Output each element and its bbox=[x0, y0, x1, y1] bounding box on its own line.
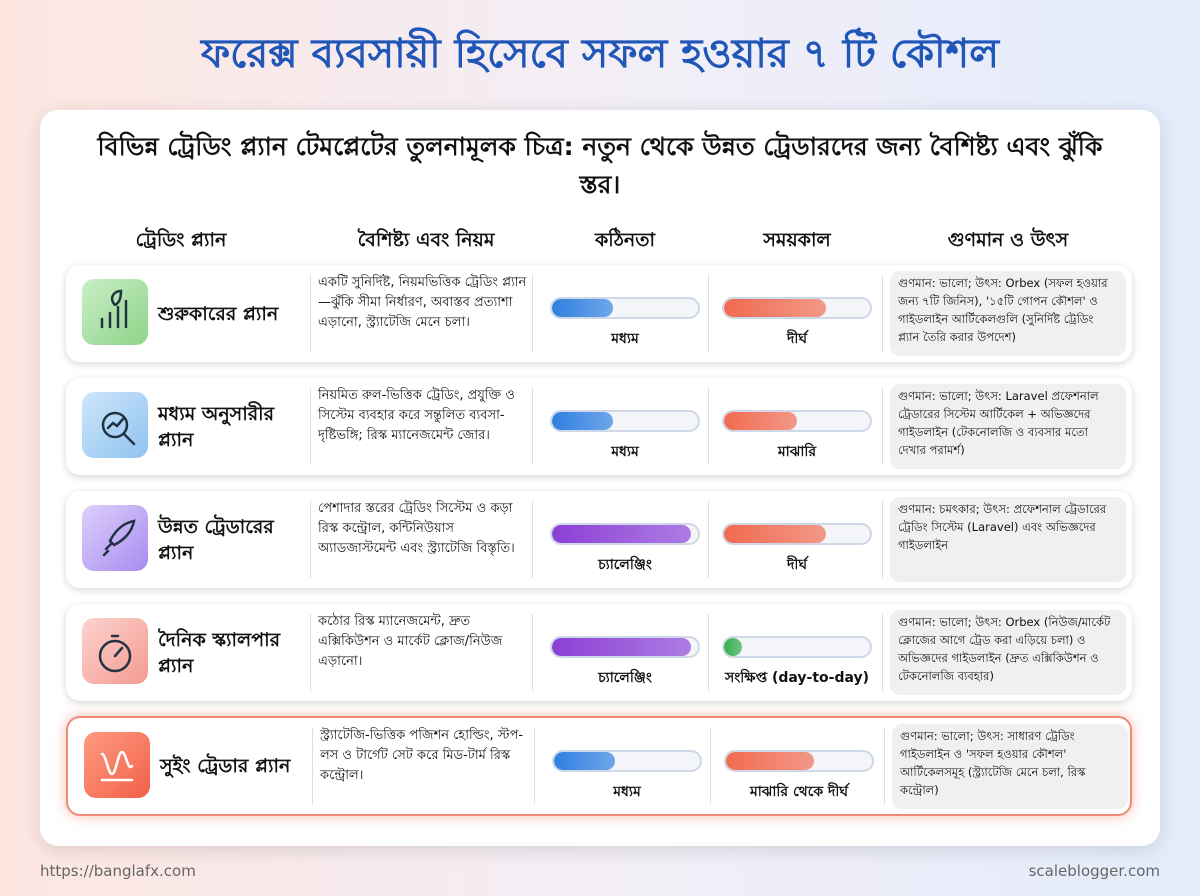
level-fill bbox=[724, 412, 797, 430]
column-header: গুণমান ও উৎস bbox=[947, 229, 1069, 251]
separator bbox=[708, 388, 709, 465]
separator bbox=[708, 275, 709, 352]
level-bar bbox=[722, 297, 872, 319]
features: কঠোর রিস্ক ম্যানেজমেন্ট, দ্রুত এক্সিকিউশ… bbox=[318, 614, 503, 669]
plan-name: দৈনিক স্ক্যালপার প্ল্যান bbox=[158, 628, 281, 677]
table-row: সুইং ট্রেডার প্ল্যান স্ট্র্যাটেজি-ভিত্তিক… bbox=[66, 716, 1132, 816]
column-header: কঠিনতা bbox=[595, 229, 655, 251]
plan-name: মধ্যম অনুসারীর প্ল্যান bbox=[158, 402, 275, 451]
level-bar bbox=[550, 410, 700, 432]
quality-source: গুণমান: ভালো; উৎস: Orbex (নিউজ/মার্কেট ক… bbox=[890, 610, 1126, 695]
separator bbox=[310, 388, 311, 465]
separator bbox=[534, 728, 535, 804]
level-label: মধ্যম bbox=[611, 331, 639, 347]
title: ফরেক্স ব্যবসায়ী হিসেবে সফল হওয়ার ৭ টি … bbox=[200, 31, 1000, 77]
icon-glyph bbox=[102, 519, 136, 557]
footer-right: scaleblogger.com bbox=[1028, 862, 1160, 880]
separator bbox=[884, 728, 885, 804]
separator bbox=[882, 275, 883, 352]
level-bar bbox=[550, 297, 700, 319]
separator bbox=[882, 388, 883, 465]
icon-glyph bbox=[100, 289, 128, 329]
quality-source: গুণমান: ভালো; উৎস: Laravel প্রফেশনাল ট্র… bbox=[890, 384, 1126, 469]
features: পেশাদার স্তরের ট্রেডিং সিস্টেম ও কড়া রি… bbox=[318, 501, 515, 556]
row-icon bbox=[82, 392, 148, 458]
row-icon bbox=[82, 279, 148, 345]
separator bbox=[532, 614, 533, 691]
plan-name: শুরুকারের প্ল্যান bbox=[158, 302, 279, 325]
level-bar bbox=[550, 636, 700, 658]
features: একটি সুনির্দিষ্ট, নিয়মভিত্তিক ট্রেডিং প… bbox=[318, 275, 527, 330]
footer-left: https://banglafx.com bbox=[40, 862, 196, 880]
quality-source: গুণমান: চমৎকার; উৎস: প্রফেশনাল ট্রেডারের… bbox=[890, 497, 1126, 582]
level-fill bbox=[726, 752, 814, 770]
level-fill bbox=[554, 752, 616, 770]
level-fill bbox=[552, 525, 691, 543]
subtitle: বিভিন্ন ট্রেডিং প্ল্যান টেমপ্লেটের তুলনা… bbox=[97, 132, 1103, 199]
separator bbox=[312, 728, 313, 804]
level-fill bbox=[552, 638, 691, 656]
level-label: মধ্যম bbox=[613, 784, 641, 800]
quality-source: গুণমান: ভালো; উৎস: Orbex (সফল হওয়ার জন্… bbox=[890, 271, 1126, 356]
level-fill bbox=[724, 525, 827, 543]
level-label: মধ্যম bbox=[611, 444, 639, 460]
row-icon bbox=[84, 732, 150, 798]
icon-glyph bbox=[98, 634, 132, 673]
table-row: শুরুকারের প্ল্যান একটি সুনির্দিষ্ট, নিয়ম… bbox=[66, 265, 1132, 362]
level-label: মাঝারি bbox=[777, 444, 817, 460]
separator bbox=[710, 728, 711, 804]
separator bbox=[882, 501, 883, 578]
row-icon bbox=[82, 505, 148, 571]
level-fill bbox=[552, 299, 614, 317]
level-fill bbox=[552, 412, 614, 430]
level-bar bbox=[722, 636, 872, 658]
separator bbox=[708, 501, 709, 578]
level-bar bbox=[552, 750, 702, 772]
table-header: ট্রেডিং প্ল্যান বৈশিষ্ট্য এবং নিয়ম কঠিন… bbox=[66, 226, 1132, 256]
row-icon bbox=[82, 618, 148, 684]
level-fill bbox=[724, 638, 742, 656]
icon-glyph bbox=[101, 411, 136, 446]
quality-source: গুণমান: ভালো; উৎস: সাধারণ ট্রেডিং গাইডলা… bbox=[892, 724, 1128, 809]
table-row: মধ্যম অনুসারীর প্ল্যান নিয়মিত রুল-ভিত্তি… bbox=[66, 378, 1132, 475]
column-header: সময়কাল bbox=[763, 229, 831, 251]
level-label: দীর্ঘ bbox=[786, 331, 807, 347]
separator bbox=[310, 275, 311, 352]
separator bbox=[532, 501, 533, 578]
table-row: উন্নত ট্রেডারের প্ল্যান পেশাদার স্তরের ট্… bbox=[66, 491, 1132, 588]
features: স্ট্র্যাটেজি-ভিত্তিক পজিশন হোল্ডিং, স্টপ… bbox=[320, 728, 524, 783]
separator bbox=[882, 614, 883, 691]
level-label: সংক্ষিপ্ত (day-to-day) bbox=[724, 670, 870, 686]
separator bbox=[532, 275, 533, 352]
level-label: চ্যালেঞ্জিং bbox=[598, 670, 652, 686]
separator bbox=[310, 614, 311, 691]
plan-name: সুইং ট্রেডার প্ল্যান bbox=[160, 755, 291, 777]
level-bar bbox=[722, 523, 872, 545]
level-bar bbox=[550, 523, 700, 545]
separator bbox=[708, 614, 709, 691]
separator bbox=[310, 501, 311, 578]
level-label: মাঝারি থেকে দীর্ঘ bbox=[749, 784, 849, 800]
column-header: ট্রেডিং প্ল্যান bbox=[135, 229, 227, 251]
level-bar bbox=[722, 410, 872, 432]
level-label: দীর্ঘ bbox=[786, 557, 807, 573]
features: নিয়মিত রুল-ভিত্তিক ট্রেডিং, প্রযুক্তি ও… bbox=[318, 388, 515, 443]
icon-glyph bbox=[100, 750, 134, 782]
plan-name: উন্নত ট্রেডারের প্ল্যান bbox=[158, 515, 274, 564]
separator bbox=[532, 388, 533, 465]
column-header: বৈশিষ্ট্য এবং নিয়ম bbox=[357, 229, 495, 251]
level-bar bbox=[724, 750, 874, 772]
table-row: দৈনিক স্ক্যালপার প্ল্যান কঠোর রিস্ক ম্যান… bbox=[66, 604, 1132, 701]
level-label: চ্যালেঞ্জিং bbox=[598, 557, 652, 573]
level-fill bbox=[724, 299, 827, 317]
